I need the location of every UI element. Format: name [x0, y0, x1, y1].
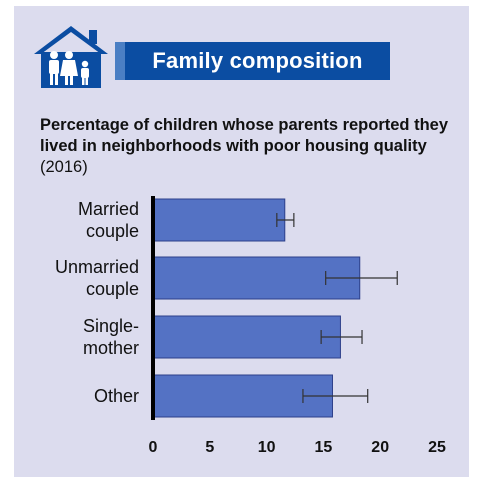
category-label-1-1: couple [86, 279, 139, 299]
category-label-2-0: Single- [83, 316, 139, 336]
x-tick-label-1: 5 [205, 439, 214, 456]
category-label-0-1: couple [86, 221, 139, 241]
category-label-1-0: Unmarried [55, 257, 139, 277]
x-tick-label-3: 15 [315, 439, 333, 456]
x-tick-label-2: 10 [258, 439, 276, 456]
x-tick-label-4: 20 [371, 439, 389, 456]
category-label-0-0: Married [78, 199, 139, 219]
x-tick-label-5: 25 [428, 439, 446, 456]
banner-title: Family composition [125, 42, 390, 80]
x-tick-label-0: 0 [149, 439, 158, 456]
bar-0 [152, 198, 286, 242]
bar-2 [152, 315, 341, 359]
category-label-3-0: Other [94, 386, 139, 406]
family-house-icon [34, 26, 108, 88]
category-label-2-1: mother [83, 338, 139, 358]
chart-title: Percentage of children whose parents rep… [40, 115, 450, 178]
chart-title-year: (2016) [40, 158, 88, 176]
chart-title-main: Percentage of children whose parents rep… [40, 116, 449, 155]
